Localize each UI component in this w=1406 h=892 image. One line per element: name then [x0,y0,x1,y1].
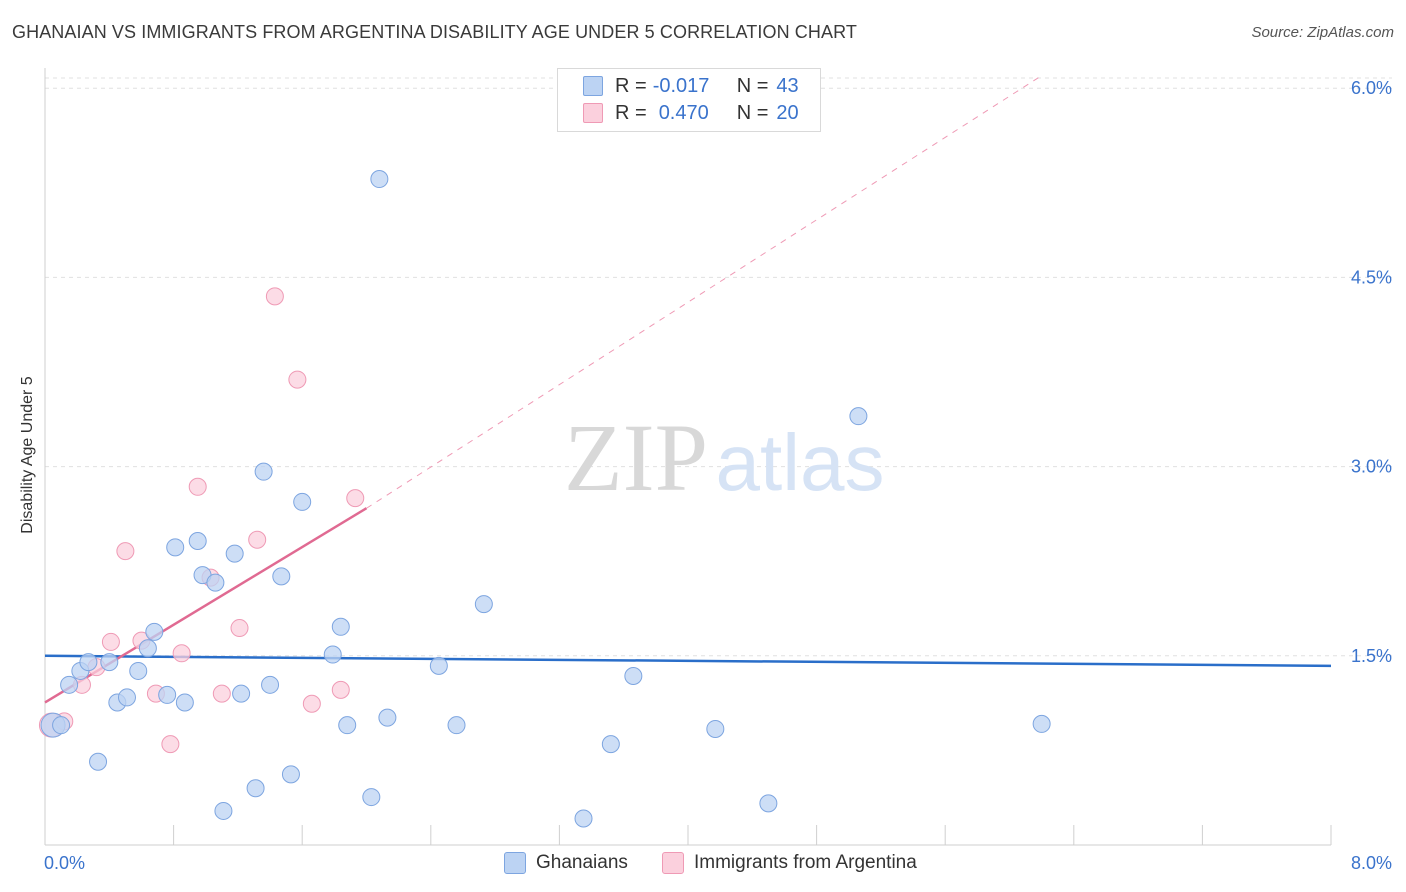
legend-swatch-blue [583,76,603,96]
point-ghanaians [331,617,350,636]
legend-row-argentina: R = 0.470 N = 20 [583,100,799,126]
y-tick-label: 4.5% [1351,267,1392,287]
point-argentina [230,619,249,638]
point-argentina [172,644,191,663]
bottom-legend-swatch-pink [662,852,684,874]
point-ghanaians [158,685,177,704]
point-ghanaians [281,765,300,784]
y-tick-label: 1.5% [1351,646,1392,666]
point-ghanaians [447,716,466,735]
point-argentina [188,477,207,496]
point-ghanaians [100,653,119,672]
point-argentina [101,632,120,651]
point-ghanaians [759,794,778,813]
bottom-legend-swatch-blue [504,852,526,874]
gridlines [45,77,1392,657]
point-ghanaians [188,532,207,551]
trend-line-argentina-extension [366,75,1042,509]
x-tick-label-max: 8.0% [1351,853,1392,873]
trend-lines [44,75,1332,704]
tick-labels: 1.5% 3.0% 4.5% 6.0% 0.0% 8.0% [44,78,1392,873]
point-ghanaians [206,573,225,592]
legend-n-label: N = [736,74,769,97]
point-argentina [302,694,321,713]
legend-n-value: 43 [776,74,799,97]
bottom-legend-argentina: Immigrants from Argentina [662,852,917,874]
point-argentina [265,287,284,306]
point-ghanaians [601,735,620,754]
point-ghanaians [370,170,389,189]
point-argentina [116,542,135,561]
point-ghanaians [1032,714,1051,733]
point-argentina [248,530,267,549]
legend-n-value: 20 [776,101,799,124]
point-ghanaians [706,719,725,738]
point-ghanaians [474,595,493,614]
point-ghanaians [175,693,194,712]
point-ghanaians [166,538,185,557]
point-argentina [346,489,365,508]
point-ghanaians [225,544,244,563]
data-points [38,170,1051,828]
point-argentina [288,370,307,389]
point-argentina [161,735,180,754]
bottom-legend: Ghanaians Immigrants from Argentina [0,852,1406,878]
y-tick-label: 3.0% [1351,457,1392,477]
legend: R = -0.017 N = 43 R = 0.470 N = 20 [557,68,821,132]
point-ghanaians [117,688,136,707]
point-ghanaians [79,653,98,672]
point-argentina [212,684,231,703]
watermark-zip: ZIP [564,404,708,511]
point-ghanaians [214,801,233,820]
point-ghanaians [145,622,164,641]
point-ghanaians [60,675,79,694]
point-ghanaians [338,716,357,735]
point-ghanaians [129,661,148,680]
x-tick-label-min: 0.0% [44,853,85,873]
point-ghanaians [52,716,71,735]
watermark-atlas: atlas [716,418,885,507]
point-ghanaians [246,779,265,798]
point-ghanaians [849,407,868,426]
point-argentina [331,680,350,699]
point-ghanaians [624,666,643,685]
legend-r-value: -0.017 [652,74,710,97]
watermark: ZIP atlas [564,404,884,511]
point-ghanaians [138,639,157,658]
bottom-legend-label: Ghanaians [536,852,628,873]
y-tick-label: 6.0% [1351,78,1392,98]
point-ghanaians [362,788,381,807]
legend-row-ghanaians: R = -0.017 N = 43 [583,73,799,99]
bottom-legend-label: Immigrants from Argentina [694,852,917,873]
legend-r-label: R = [615,101,647,124]
bottom-legend-ghanaians: Ghanaians [504,852,628,874]
chart-title: GHANAIAN VS IMMIGRANTS FROM ARGENTINA DI… [12,22,857,42]
point-ghanaians [254,462,273,481]
legend-r-value: 0.470 [658,101,709,124]
point-ghanaians [89,752,108,771]
point-ghanaians [378,708,397,727]
trend-line-ghanaians [44,654,1332,668]
point-ghanaians [272,567,291,586]
legend-n-label: N = [736,101,769,124]
point-ghanaians [574,809,593,828]
point-ghanaians [293,492,312,511]
point-ghanaians [232,684,251,703]
legend-swatch-pink [583,103,603,123]
point-ghanaians [323,645,342,664]
point-ghanaians [429,656,448,675]
legend-r-label: R = [615,74,647,97]
source-label: Source: ZipAtlas.com [1251,24,1394,41]
point-ghanaians [261,675,280,694]
